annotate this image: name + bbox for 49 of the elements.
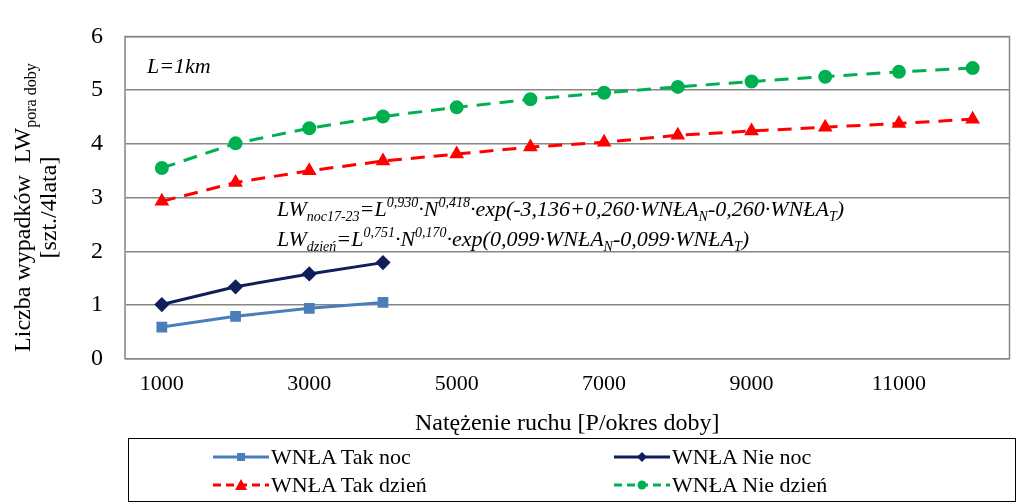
point [155,194,169,206]
point [449,100,464,115]
y-tick-label: 0 [91,344,103,371]
point [375,255,390,270]
text: Liczba wypadków LWpora doby [szt./4lata] [9,63,61,352]
y-tick-label: 1 [91,290,103,317]
point [303,163,316,175]
point [303,302,315,314]
point [230,310,241,322]
legend-label: WNŁA Nie noc [672,443,812,471]
x-axis-title: Natężenie ruchu [P/okres doby] [414,408,720,435]
x-tick-label: 3000 [287,369,332,395]
point [376,154,390,166]
point [375,109,390,124]
x-tick-label: 11000 [871,369,927,395]
point [670,79,685,94]
point [745,123,758,136]
point [818,120,832,132]
legend-label: WNŁA Nie dzień [672,471,828,499]
x-tick-label: 7000 [582,369,627,395]
legend-label: WNŁA Tak dzień [271,471,427,499]
point [156,321,168,333]
x-tick-label: 9000 [729,369,774,395]
point [228,279,243,294]
point [302,121,317,136]
point [818,69,833,84]
point [302,266,317,281]
y-tick-label: 4 [91,129,103,156]
point [891,64,906,79]
point [744,74,759,89]
point [377,296,389,308]
x-tick-label: 5000 [434,369,479,395]
point [965,61,980,76]
point [597,85,612,100]
annotation: L=1km [146,53,211,79]
y-tick-label: 2 [91,236,103,263]
y-tick-label: 3 [91,182,103,209]
point [597,135,611,147]
point [523,92,538,107]
point [892,116,906,128]
point [228,136,243,151]
y-tick-label: 5 [91,75,103,102]
point [671,128,685,140]
x-tick-label: 1000 [139,369,184,395]
point [154,297,169,312]
point [229,175,242,187]
point [154,161,169,176]
y-tick-label: 6 [91,21,103,48]
legend-label: WNŁA Tak noc [271,443,411,471]
